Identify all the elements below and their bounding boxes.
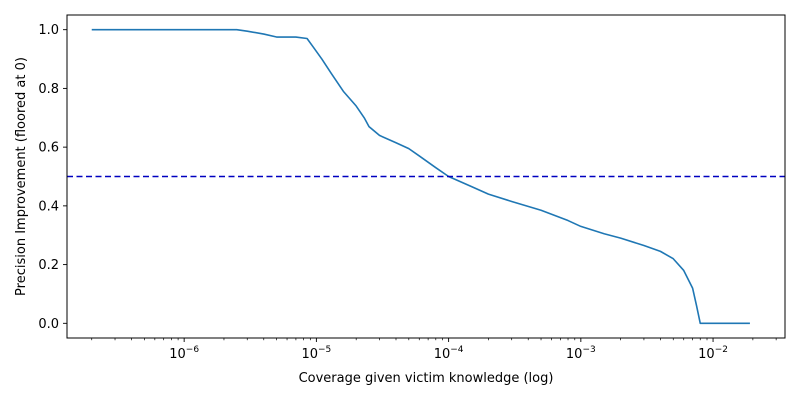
x-axis-label: Coverage given victim knowledge (log): [299, 371, 554, 386]
x-tick-label-2: 10−4: [434, 345, 464, 362]
x-tick-label-1: 10−5: [301, 345, 331, 362]
x-tick-label-4: 10−2: [698, 345, 728, 362]
y-tick-label-2: 0.4: [38, 199, 59, 214]
y-axis-label: Precision Improvement (floored at 0): [14, 57, 29, 296]
y-axis-ticks: 0.0 0.2 0.4 0.6 0.8 1.0: [38, 23, 67, 332]
y-tick-label-1: 0.2: [38, 258, 59, 273]
y-tick-label-5: 1.0: [38, 23, 59, 38]
y-tick-label-4: 0.8: [38, 82, 59, 97]
plot-area: [67, 28, 785, 325]
y-tick-label-3: 0.6: [38, 141, 59, 156]
x-tick-label-0: 10−6: [169, 345, 199, 362]
x-axis-ticks: 10−6 10−5 10−4 10−3 10−2: [91, 338, 777, 362]
plot-frame: [66, 14, 786, 339]
series-line-0: [91, 28, 750, 325]
x-tick-label-3: 10−3: [566, 345, 596, 362]
y-tick-label-0: 0.0: [38, 317, 59, 332]
